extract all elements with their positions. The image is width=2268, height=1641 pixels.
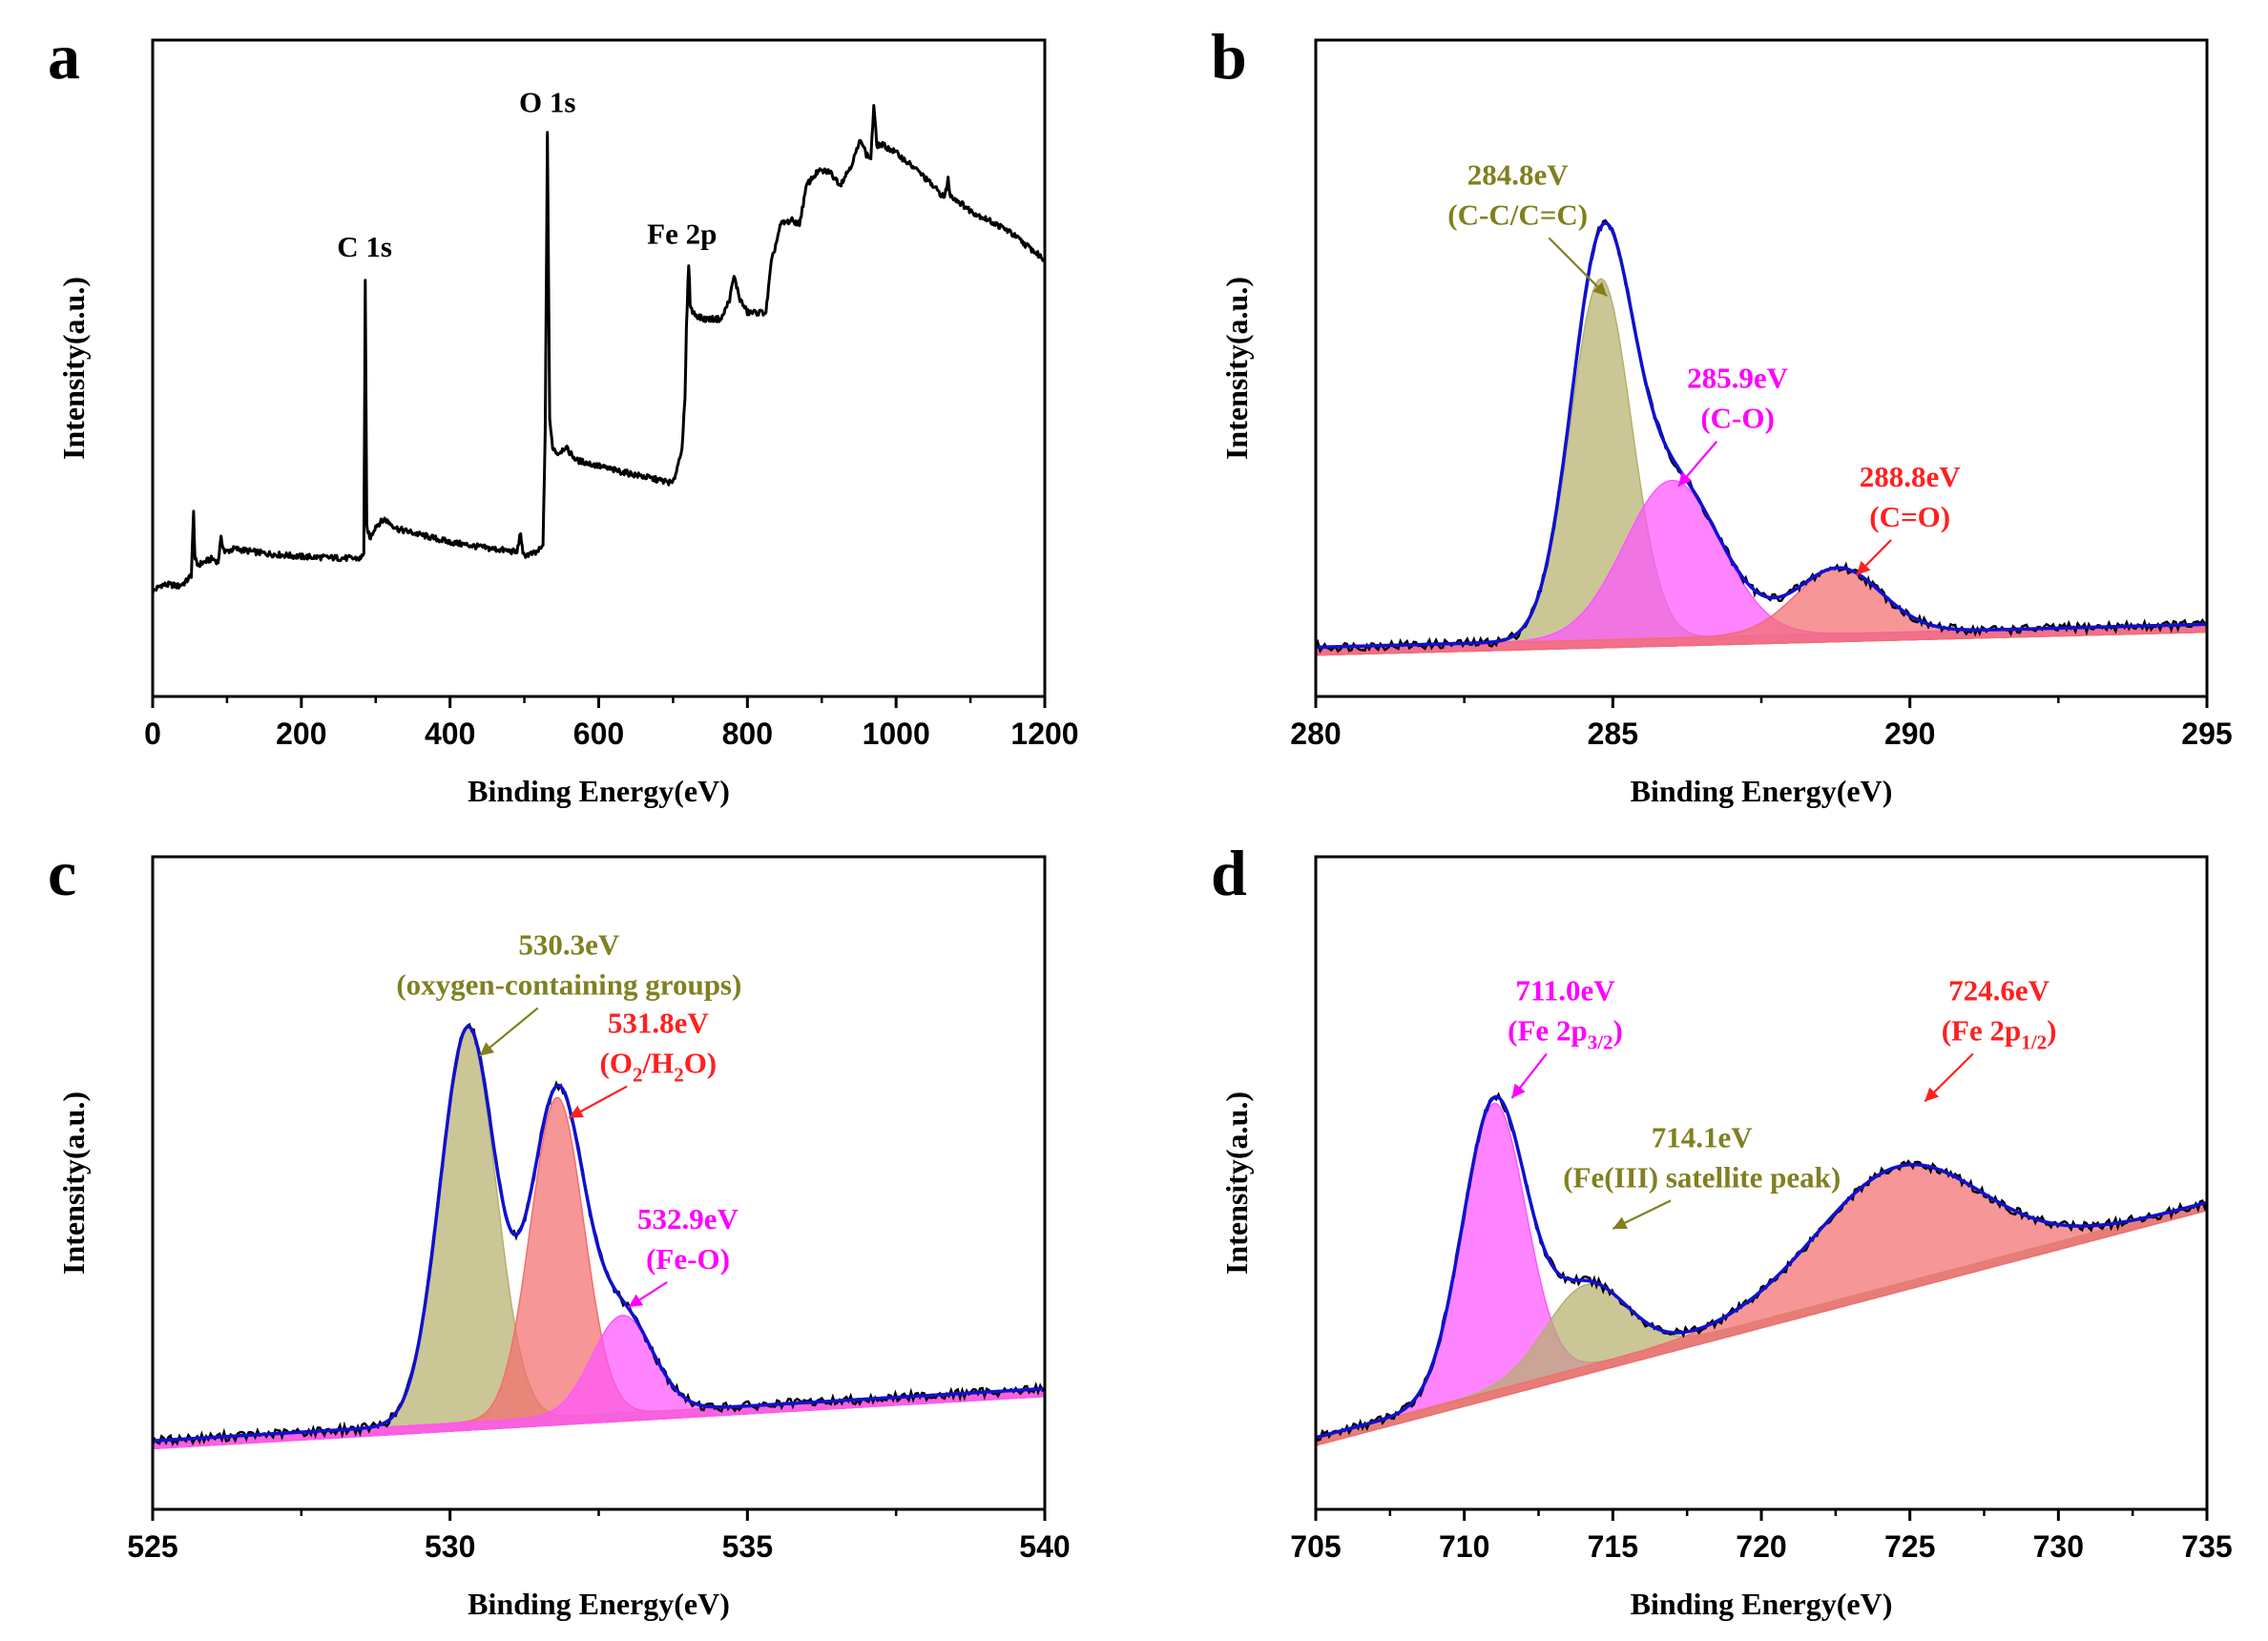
peak-energy-label: 288.8eV [1860, 460, 1962, 493]
component-fe-2p1-2 [1316, 1163, 2207, 1446]
x-tick-label: 295 [2181, 717, 2232, 751]
x-tick-label: 720 [1736, 1529, 1786, 1564]
peak-label-2: 531.8eV (O2/H2O) [568, 1007, 718, 1119]
peak-arrow-head [1511, 1083, 1526, 1099]
peak-label-1: 284.8eV (C-C/C=C) [1447, 157, 1608, 298]
peak-arrow-head [1925, 1087, 1940, 1102]
x-tick-label: 730 [2033, 1529, 2084, 1564]
peak-annotation: O 1s [519, 86, 575, 119]
plot-area [1316, 1091, 2207, 1446]
peak-energy-label: 532.9eV [637, 1202, 739, 1236]
panel-d: 711.0eV (Fe 2p3/2) 714.1eV (Fe(III) satelli… [1211, 837, 2233, 1621]
x-tick-label: 530 [425, 1529, 475, 1564]
x-tick-label: 1000 [863, 717, 930, 751]
y-axis-title: Intensity(a.u.) [56, 1091, 91, 1275]
peak-label-1: 530.3eV (oxygen-containing groups) [396, 928, 741, 1057]
x-tick-label: 715 [1588, 1529, 1638, 1564]
plot-area [1316, 218, 2207, 656]
peak-assignment-label: (O2/H2O) [600, 1047, 718, 1087]
peak-label-3: 724.6eV (Fe 2p1/2) [1924, 973, 2057, 1103]
peak-arrow-head [479, 1042, 495, 1056]
x-tick-label: 725 [1884, 1529, 1935, 1564]
peak-energy-label: 284.8eV [1467, 157, 1570, 191]
peak-annotation: Fe 2p [647, 217, 717, 250]
x-tick-label: 705 [1290, 1529, 1341, 1564]
peak-arrow-line [1548, 237, 1608, 298]
panel-a: C 1s O 1s Fe 2p 0 200 400 600 800 1000 1200 Bindin… [48, 20, 1079, 808]
panel-letter: b [1211, 20, 1247, 93]
fit-envelope-line [1316, 1094, 2207, 1440]
x-tick-label: 800 [722, 717, 773, 751]
peak-assignment-label: (C-O) [1700, 402, 1774, 435]
x-tick-label: 600 [573, 717, 624, 751]
x-axis-title: Binding Energy(eV) [468, 1587, 730, 1621]
panel-b: 284.8eV (C-C/C=C) 285.9eV (C-O) 288.8eV (C=O)… [1211, 20, 2233, 808]
component-c-c-c-c [1316, 278, 2207, 656]
peak-assignment-label: (oxygen-containing groups) [396, 968, 741, 1002]
x-tick-label: 525 [127, 1529, 177, 1564]
peak-label-2: 285.9eV (C-O) [1676, 362, 1789, 488]
x-tick-label: 535 [722, 1529, 773, 1564]
peak-arrow-head [1592, 281, 1608, 297]
peak-label-3: 288.8eV (C=O) [1855, 460, 1962, 576]
y-axis-title: Intensity(a.u.) [1219, 1091, 1254, 1275]
peak-label-2: 714.1eV (Fe(III) satellite peak) [1563, 1120, 1841, 1230]
peak-annotation: C 1s [337, 230, 392, 263]
panel-letter: d [1211, 837, 1247, 909]
peak-assignment-label: (C=O) [1869, 500, 1950, 533]
peak-arrow-head [1856, 560, 1871, 575]
y-axis-title: Intensity(a.u.) [56, 277, 91, 460]
x-tick-label: 1200 [1010, 717, 1078, 751]
x-tick-label: 0 [144, 717, 161, 751]
series-line-survey [153, 104, 1045, 594]
peak-label-1: 711.0eV (Fe 2p3/2) [1508, 973, 1623, 1099]
x-tick-label: 710 [1439, 1529, 1489, 1564]
peak-arrow-head [628, 1294, 644, 1307]
peak-energy-label: 724.6eV [1948, 973, 2050, 1007]
fit-envelope-line [153, 1025, 1045, 1443]
x-tick-label: 290 [1884, 717, 1935, 751]
peak-energy-label: 285.9eV [1687, 362, 1789, 395]
peak-assignment-label: (Fe 2p3/2) [1508, 1013, 1623, 1053]
component-c-o [1316, 567, 2207, 656]
x-tick-label: 280 [1290, 717, 1341, 751]
peak-assignment-label: (Fe(III) satellite peak) [1563, 1160, 1841, 1194]
x-axis-title: Binding Energy(eV) [1631, 774, 1893, 808]
peak-assignment-label: (Fe 2p1/2) [1942, 1013, 2057, 1053]
x-tick-label: 285 [1588, 717, 1638, 751]
peak-energy-label: 530.3eV [518, 928, 620, 962]
y-axis-title: Intensity(a.u.) [1219, 277, 1254, 460]
peak-energy-label: 714.1eV [1652, 1120, 1754, 1153]
x-axis-title: Binding Energy(eV) [1631, 1587, 1893, 1621]
x-axis-title: Binding Energy(eV) [468, 774, 730, 808]
peak-arrow-head [569, 1105, 584, 1118]
axes-frame [151, 38, 1047, 698]
x-tick-label: 400 [425, 717, 475, 751]
panel-c: 530.3eV (oxygen-containing groups) 531.8eV… [48, 837, 1071, 1621]
peak-energy-label: 711.0eV [1515, 973, 1615, 1007]
component-fe-2p3-2 [1316, 1102, 2207, 1446]
peak-arrow-head [1677, 471, 1693, 487]
raw-data-line [1316, 218, 2207, 654]
fit-envelope-line [1316, 220, 2207, 650]
peak-arrow-head [1613, 1216, 1628, 1230]
plot-area [153, 1022, 1045, 1450]
panel-letter: c [48, 837, 76, 909]
x-tick-label: 540 [1019, 1529, 1070, 1564]
peak-label-3: 532.9eV (Fe-O) [628, 1202, 739, 1308]
peak-energy-label: 531.8eV [608, 1007, 710, 1040]
panel-letter: a [48, 20, 80, 93]
peak-assignment-label: (C-C/C=C) [1447, 197, 1588, 231]
peak-assignment-label: (Fe-O) [646, 1242, 730, 1276]
component-fe-o [153, 1314, 1045, 1450]
x-tick-label: 200 [276, 717, 326, 751]
x-tick-label: 735 [2181, 1529, 2232, 1564]
plot-area [153, 104, 1045, 594]
